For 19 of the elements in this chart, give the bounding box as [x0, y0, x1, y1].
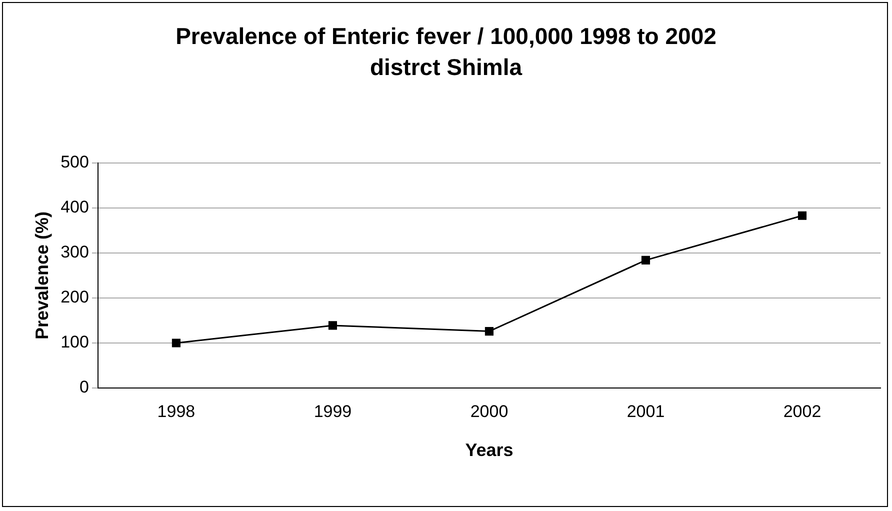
- y-tick-label: 0: [79, 378, 89, 397]
- x-tick-label: 1998: [157, 402, 196, 421]
- y-tick-label: 500: [60, 152, 89, 172]
- x-axis-title: Years: [465, 440, 514, 460]
- chart-title: Prevalence of Enteric fever / 100,000 1998 to 2002 distrct Shimla: [174, 22, 718, 82]
- y-axis-title: Prevalence (%): [32, 211, 52, 340]
- x-tick-label: 2002: [783, 402, 822, 421]
- y-tick-label: 200: [60, 288, 89, 307]
- y-tick-label: 400: [60, 198, 89, 217]
- x-tick-label: 2000: [470, 402, 508, 421]
- y-tick-label: 100: [60, 332, 89, 352]
- point: [798, 211, 807, 220]
- x-tick-label: 2001: [626, 402, 665, 421]
- point: [328, 321, 338, 330]
- x-tick-label: 1999: [314, 402, 352, 421]
- y-tick-label: 300: [60, 242, 89, 262]
- point: [484, 327, 494, 336]
- point: [172, 338, 181, 348]
- point: [641, 256, 650, 264]
